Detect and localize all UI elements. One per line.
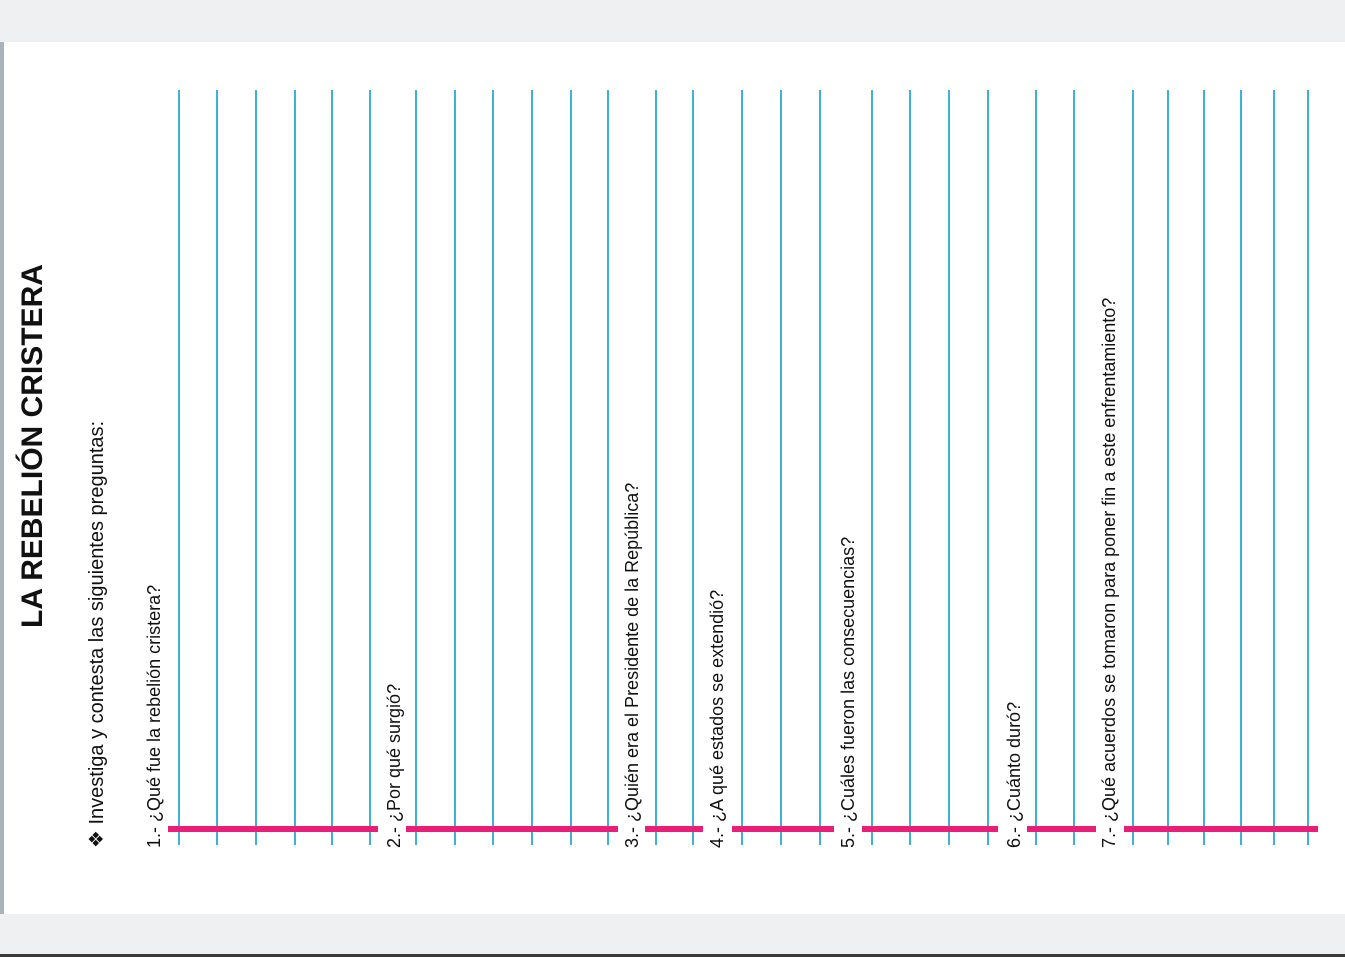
question-underline — [168, 826, 378, 832]
answer-line — [1240, 90, 1242, 845]
question-underline — [406, 826, 618, 832]
answer-line — [871, 90, 873, 845]
answer-line — [987, 90, 989, 845]
answer-line — [909, 90, 911, 845]
answer-line — [692, 90, 694, 845]
answer-line — [454, 90, 456, 845]
question-underline — [1027, 826, 1096, 832]
answer-line — [741, 90, 743, 845]
question-underline — [1124, 826, 1318, 832]
answer-line — [1167, 90, 1169, 845]
page-bottom-border — [0, 954, 1345, 957]
answer-line — [255, 90, 257, 845]
worksheet-page — [0, 42, 1345, 914]
answer-line — [531, 90, 533, 845]
question-underline — [732, 826, 834, 832]
answer-line — [948, 90, 950, 845]
question-underline — [645, 826, 703, 832]
answer-line — [1132, 90, 1134, 845]
answer-line — [570, 90, 572, 845]
answer-line — [216, 90, 218, 845]
answer-line — [331, 90, 333, 845]
answer-line — [294, 90, 296, 845]
answer-line — [1035, 90, 1037, 845]
answer-line — [655, 90, 657, 845]
question-underline — [862, 826, 998, 832]
page-left-border — [0, 42, 4, 914]
answer-line — [819, 90, 821, 845]
answer-line — [492, 90, 494, 845]
answer-line — [1307, 90, 1309, 845]
answer-line — [1203, 90, 1205, 845]
answer-line — [780, 90, 782, 845]
answer-line — [369, 90, 371, 845]
answer-line — [178, 90, 180, 845]
answer-line — [415, 90, 417, 845]
answer-line — [1273, 90, 1275, 845]
answer-line — [607, 90, 609, 845]
answer-line — [1073, 90, 1075, 845]
